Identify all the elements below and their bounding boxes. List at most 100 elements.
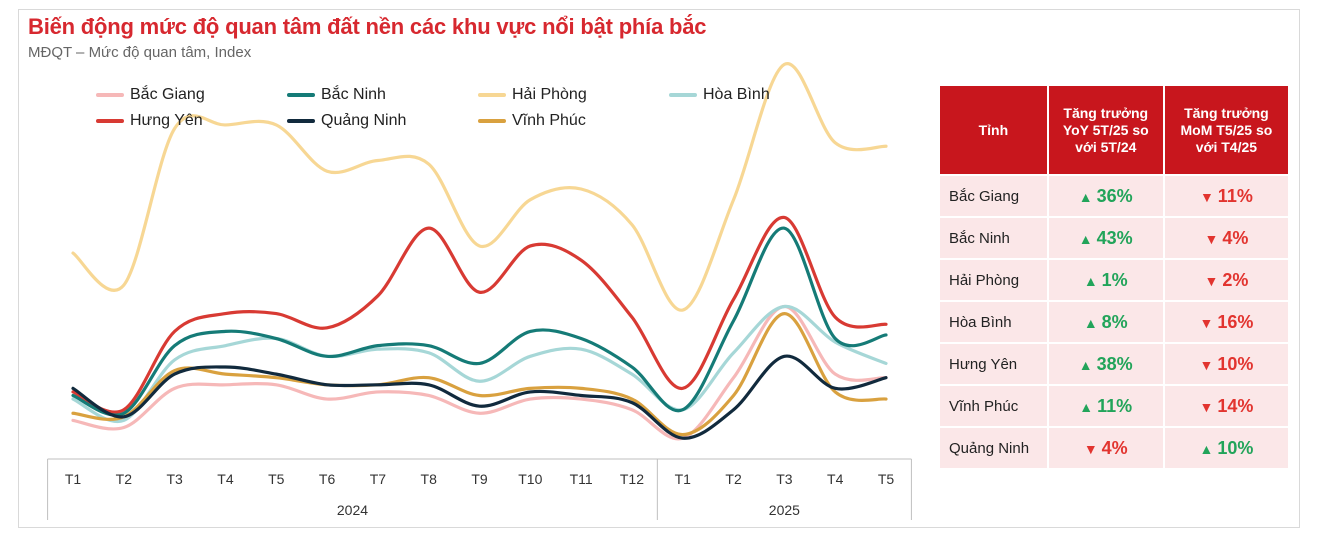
cell-mom: ▼ 16% [1164,302,1288,342]
cell-province: Hưng Yên [940,344,1047,384]
table-row: Hòa Bình ▲ 8% ▼ 16% [940,302,1288,342]
x-tick-label: T9 [471,471,488,487]
series-line-2 [71,62,888,312]
x-tick-label: T4 [217,471,234,487]
legend-item: Vĩnh Phúc [478,109,586,133]
cell-province: Bắc Giang [940,176,1047,216]
cell-yoy: ▲ 36% [1048,176,1163,216]
cell-yoy-value: 11% [1097,395,1133,416]
cell-yoy-value: 38% [1096,353,1133,374]
cell-yoy: ▼ 4% [1048,428,1163,468]
cell-mom: ▼ 10% [1164,344,1288,384]
header-mom: Tăng trưởng MoM T5/25 so với T4/25 [1164,86,1288,174]
cell-mom-value: 2% [1222,269,1249,290]
chart-subtitle: MĐQT – Mức độ quan tâm, Index [28,44,252,61]
legend-swatch [669,93,697,97]
legend-label: Hòa Bình [703,86,770,103]
table-row: Bắc Giang ▲ 36% ▼ 11% [940,176,1288,216]
legend-label: Bắc Giang [130,86,205,103]
legend-item: Bắc Ninh [287,83,386,107]
cell-mom: ▼ 11% [1164,176,1288,216]
triangle-down-icon: ▼ [1199,356,1214,373]
cell-yoy: ▲ 8% [1048,302,1163,342]
x-tick-label: T12 [620,471,644,487]
table-row: Quảng Ninh ▼ 4% ▲ 10% [940,428,1288,468]
cell-mom-value: 4% [1222,227,1249,248]
cell-province: Hải Phòng [940,260,1047,300]
legend-label: Quảng Ninh [321,112,407,129]
series-line-3 [71,304,888,424]
cell-mom: ▲ 10% [1164,428,1288,468]
legend-swatch [287,93,315,97]
legend-item: Hải Phòng [478,83,587,107]
cell-province: Hòa Bình [940,302,1047,342]
cell-mom-value: 10% [1217,437,1254,458]
chart-title: Biến động mức độ quan tâm đất nền các kh… [28,14,707,39]
cell-mom: ▼ 14% [1164,386,1288,426]
header-province: Tỉnh [940,86,1047,174]
x-tick-label: T2 [725,471,742,487]
x-tick-label: T8 [421,471,438,487]
triangle-down-icon: ▼ [1204,230,1219,247]
series-line-4 [71,215,888,414]
table-row: Bắc Ninh ▲ 43% ▼ 4% [940,218,1288,258]
triangle-down-icon: ▼ [1199,398,1214,415]
x-tick-label: T4 [827,471,844,487]
series-line-1 [71,226,888,417]
cell-yoy: ▲ 43% [1048,218,1163,258]
x-group-label: 2024 [337,502,368,518]
series-line-5 [71,354,888,440]
legend-swatch [478,93,506,97]
series-line-6 [71,311,888,437]
cell-mom-value: 16% [1217,311,1254,332]
header-yoy: Tăng trưởng YoY 5T/25 so với 5T/24 [1048,86,1163,174]
cell-yoy-value: 36% [1096,185,1133,206]
series-line-0 [71,304,888,441]
legend-label: Hải Phòng [512,86,587,103]
table-header-row: Tỉnh Tăng trưởng YoY 5T/25 so với 5T/24 … [940,86,1288,174]
cell-yoy-value: 1% [1101,269,1128,290]
cell-mom: ▼ 4% [1164,218,1288,258]
legend-swatch [478,119,506,123]
table-row: Hưng Yên ▲ 38% ▼ 10% [940,344,1288,384]
cell-province: Quảng Ninh [940,428,1047,468]
triangle-up-icon: ▲ [1078,188,1093,205]
cell-yoy: ▲ 38% [1048,344,1163,384]
triangle-up-icon: ▲ [1199,440,1214,457]
cell-mom: ▼ 2% [1164,260,1288,300]
cell-mom-value: 10% [1217,353,1254,374]
x-tick-label: T5 [268,471,285,487]
triangle-up-icon: ▲ [1079,398,1094,415]
legend-swatch [287,119,315,123]
cell-province: Vĩnh Phúc [940,386,1047,426]
triangle-up-icon: ▲ [1083,272,1098,289]
legend-swatch [96,93,124,97]
triangle-up-icon: ▲ [1083,314,1098,331]
legend-label: Bắc Ninh [321,86,386,103]
legend-label: Hưng Yên [130,112,203,129]
x-group-label: 2025 [769,502,800,518]
growth-table: Tỉnh Tăng trưởng YoY 5T/25 so với 5T/24 … [938,84,1290,470]
cell-yoy-value: 8% [1101,311,1128,332]
table-row: Vĩnh Phúc ▲ 11% ▼ 14% [940,386,1288,426]
x-tick-label: T3 [166,471,183,487]
cell-mom-value: 14% [1217,395,1254,416]
triangle-down-icon: ▼ [1083,440,1098,457]
triangle-up-icon: ▲ [1078,230,1093,247]
triangle-down-icon: ▼ [1199,314,1214,331]
x-tick-label: T5 [878,471,895,487]
legend-swatch [96,119,124,123]
cell-yoy-value: 43% [1096,227,1133,248]
table-row: Hải Phòng ▲ 1% ▼ 2% [940,260,1288,300]
x-tick-label: T10 [518,471,542,487]
x-tick-label: T11 [570,471,593,487]
x-tick-label: T2 [116,471,133,487]
cell-province: Bắc Ninh [940,218,1047,258]
cell-mom-value: 11% [1217,185,1253,206]
cell-yoy: ▲ 11% [1048,386,1163,426]
x-tick-label: T1 [675,471,692,487]
cell-yoy: ▲ 1% [1048,260,1163,300]
x-tick-label: T1 [65,471,82,487]
cell-yoy-value: 4% [1101,437,1128,458]
